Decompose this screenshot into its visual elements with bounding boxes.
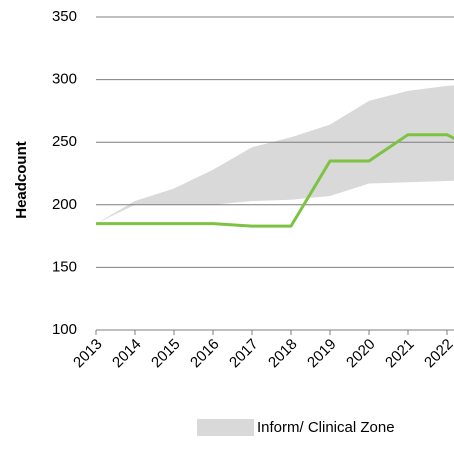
x-tick-label: 2014 [109, 336, 145, 372]
x-tick-label: 2022 [421, 336, 454, 372]
y-tick-label: 350 [52, 8, 77, 25]
x-tick-label: 2021 [382, 336, 418, 372]
y-tick-label: 300 [52, 71, 77, 88]
legend-swatch [197, 419, 254, 436]
y-tick-label: 150 [52, 258, 77, 275]
y-tick-label: 200 [52, 196, 77, 213]
line [96, 133, 454, 228]
x-tick-label: 2017 [226, 336, 262, 372]
x-tick-label: 2015 [148, 336, 184, 372]
zone-band [96, 85, 454, 224]
x-tick-label: 2016 [187, 336, 223, 372]
y-axis-label: Headcount [13, 141, 30, 219]
x-tick-label: 2018 [265, 336, 301, 372]
x-tick-label: 2013 [70, 336, 106, 372]
legend-label: Inform/ Clinical Zone [257, 419, 395, 436]
y-tick-label: 250 [52, 133, 77, 150]
x-tick-label: 2020 [343, 336, 379, 372]
y-tick-label: 100 [52, 321, 77, 338]
x-tick-label: 2019 [304, 336, 340, 372]
